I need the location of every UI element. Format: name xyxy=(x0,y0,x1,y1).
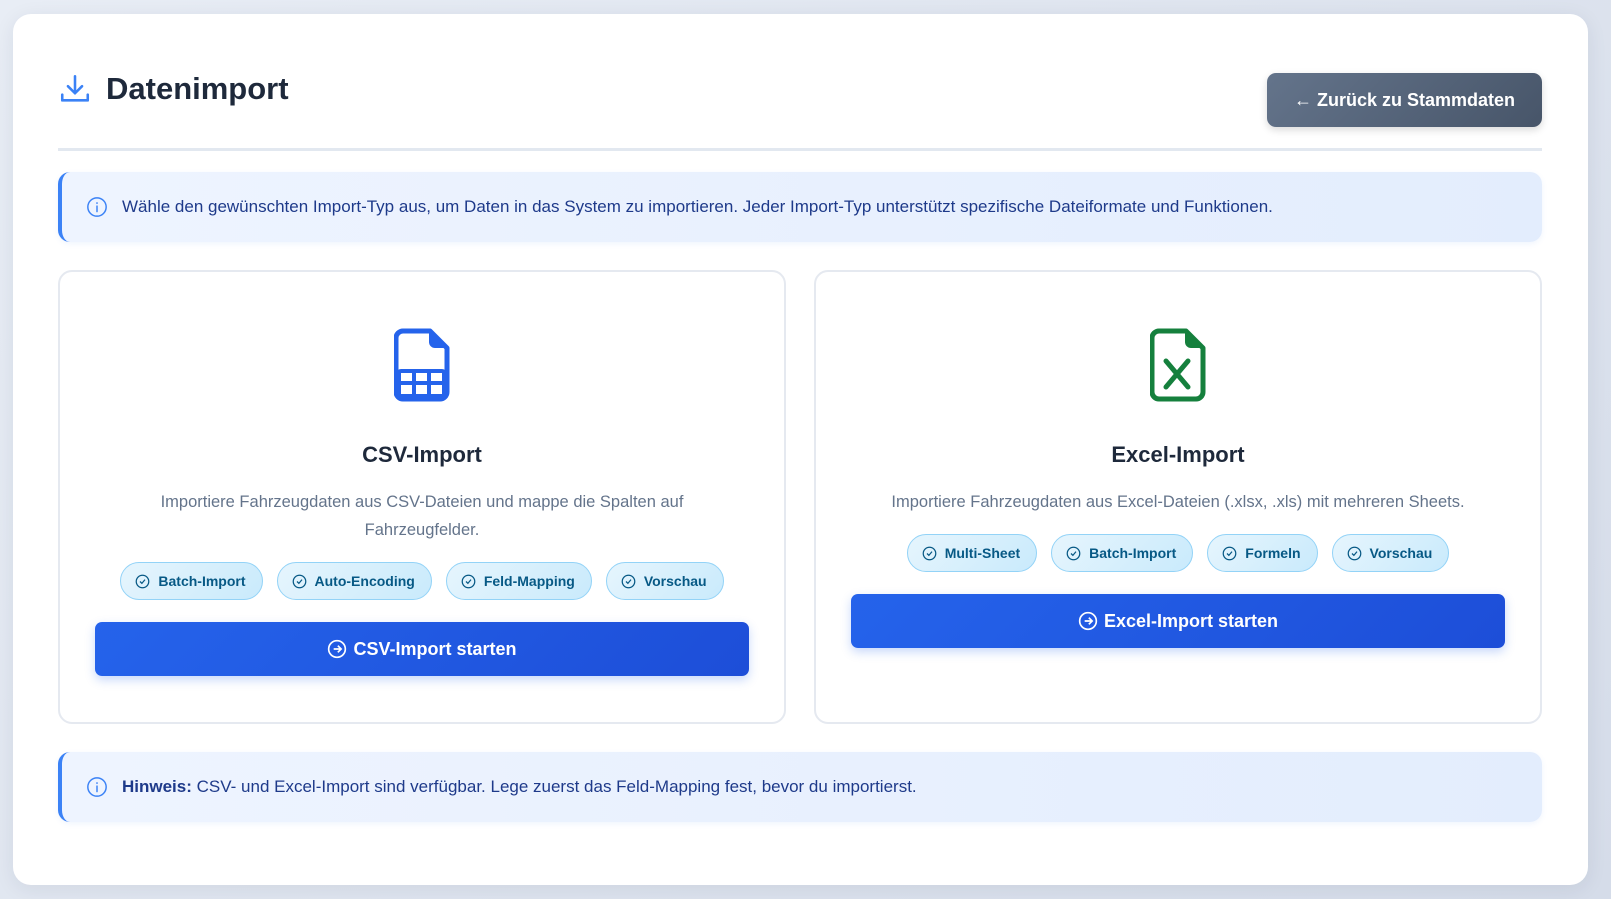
back-to-stammdaten-button[interactable]: ← Zurück zu Stammdaten xyxy=(1266,73,1542,127)
feature-chips: Multi-Sheet Batch-Import Formeln Vorscha… xyxy=(906,534,1450,572)
feature-chip: Feld-Mapping xyxy=(445,562,592,600)
card-description: Importiere Fahrzeugdaten aus CSV-Dateien… xyxy=(160,493,684,539)
info-banner: Wähle den gewünschten Import-Typ aus, um… xyxy=(58,172,1542,242)
arrow-right-circle-icon xyxy=(328,639,347,659)
note-banner: Hinweis: CSV- und Excel-Import sind verf… xyxy=(58,752,1542,822)
feature-chip: Vorschau xyxy=(1331,534,1450,572)
check-circle-icon xyxy=(1066,546,1081,560)
feature-chips: Batch-Import Auto-Encoding Feld-Mapping … xyxy=(120,562,724,600)
start-excel-import-button[interactable]: Excel-Import starten xyxy=(851,594,1505,648)
note-text: Hinweis: CSV- und Excel-Import sind verf… xyxy=(122,777,917,797)
csv-import-card: CSV-Import Importiere Fahrzeugdaten aus … xyxy=(58,270,786,724)
feature-label: Batch-Import xyxy=(158,573,246,589)
button-label: Excel-Import starten xyxy=(1103,610,1279,631)
arrow-right-circle-icon xyxy=(1078,611,1098,631)
feature-label: Batch-Import xyxy=(1089,545,1177,561)
excel-import-card: Excel-Import Importiere Fahrzeugdaten au… xyxy=(814,270,1542,724)
excel-file-icon xyxy=(1150,328,1206,402)
check-circle-icon xyxy=(922,546,937,560)
button-label: CSV-Import starten xyxy=(353,638,517,659)
page-title: Datenimport xyxy=(58,71,289,107)
feature-chip: Auto-Encoding xyxy=(276,562,432,600)
start-csv-import-button[interactable]: CSV-Import starten xyxy=(95,622,749,676)
card-title: Excel-Import xyxy=(1111,442,1245,467)
feature-chip: Batch-Import xyxy=(120,562,263,600)
check-circle-icon xyxy=(1347,546,1361,560)
info-text: Wähle den gewünschten Import-Typ aus, um… xyxy=(122,197,1273,216)
check-circle-icon xyxy=(136,574,150,588)
page-header: Datenimport ← Zurück zu Stammdaten xyxy=(58,59,1542,151)
feature-label: Vorschau xyxy=(643,573,707,589)
csv-file-icon xyxy=(394,328,450,402)
info-icon xyxy=(87,777,107,797)
feature-chip: Formeln xyxy=(1207,534,1318,572)
feature-chip: Multi-Sheet xyxy=(906,534,1038,572)
info-icon xyxy=(87,197,107,217)
import-panel: Datenimport ← Zurück zu Stammdaten Wähle… xyxy=(13,14,1588,885)
check-circle-icon xyxy=(621,574,636,588)
feature-label: Multi-Sheet xyxy=(944,545,1021,561)
card-description: Importiere Fahrzeugdaten aus Excel-Datei… xyxy=(891,493,1465,511)
page-title-text: Datenimport xyxy=(106,71,289,106)
feature-label: Vorschau xyxy=(1369,545,1433,561)
feature-chip: Batch-Import xyxy=(1051,534,1194,572)
note-label: Hinweis: xyxy=(122,777,192,796)
feature-label: Auto-Encoding xyxy=(314,573,415,589)
check-circle-icon xyxy=(1222,546,1237,560)
download-icon xyxy=(60,74,90,102)
note-body: CSV- und Excel-Import sind verfügbar. Le… xyxy=(191,777,917,796)
card-title: CSV-Import xyxy=(362,442,482,467)
check-circle-icon xyxy=(461,574,476,588)
feature-label: Formeln xyxy=(1245,545,1301,561)
feature-label: Feld-Mapping xyxy=(483,573,575,589)
check-circle-icon xyxy=(292,574,306,588)
feature-chip: Vorschau xyxy=(605,562,724,600)
